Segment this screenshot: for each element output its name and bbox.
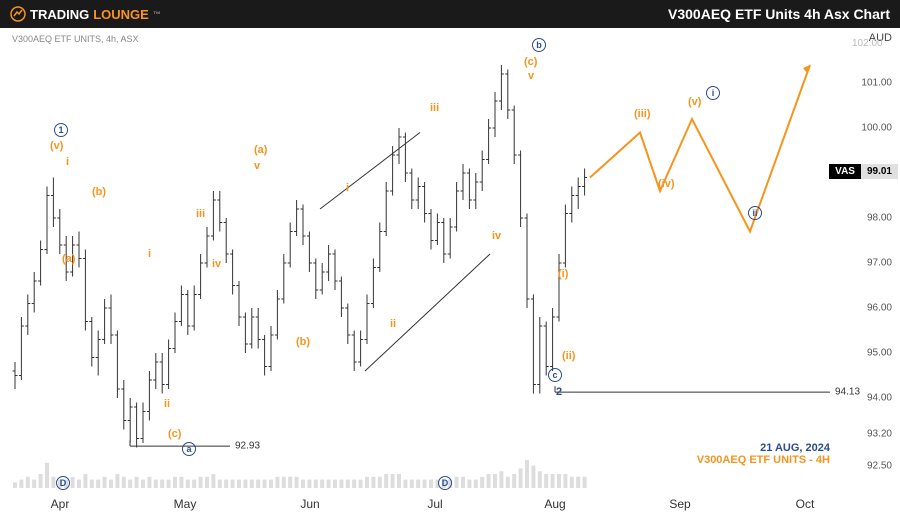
- y-tick: 101.00: [861, 78, 892, 89]
- y-tick: 98.00: [867, 213, 892, 224]
- chart-area: V300AEQ ETF UNITS, 4h, ASX AUD 102.00Apr…: [0, 28, 900, 522]
- price-label: 94.13: [835, 387, 860, 398]
- header: TRADING LOUNGE ™ V300AEQ ETF Units 4h Asx …: [0, 0, 900, 28]
- svg-text:Jul: Jul: [427, 497, 442, 511]
- svg-text:Jun: Jun: [300, 497, 319, 511]
- date-line: 21 AUG, 2024: [697, 442, 830, 454]
- svg-text:Oct: Oct: [796, 497, 815, 511]
- y-tick: 93.20: [867, 429, 892, 440]
- y-tick: 94.00: [867, 393, 892, 404]
- instrument-line: V300AEQ ETF UNITS - 4H: [697, 454, 830, 466]
- price-label: 92.93: [235, 441, 260, 452]
- logo-text-2: LOUNGE: [93, 7, 149, 22]
- ticker-badge: VAS99.01: [829, 164, 898, 179]
- svg-text:May: May: [174, 497, 197, 511]
- ticker-symbol: VAS: [829, 164, 861, 179]
- svg-text:102.00: 102.00: [852, 38, 883, 49]
- ticker-price: 99.01: [861, 164, 898, 179]
- date-block: 21 AUG, 2024V300AEQ ETF UNITS - 4H: [697, 442, 830, 466]
- y-tick: 95.00: [867, 348, 892, 359]
- logo-text-1: TRADING: [30, 7, 89, 22]
- y-tick: 100.00: [861, 123, 892, 134]
- logo-icon: [10, 6, 26, 22]
- y-tick: 92.50: [867, 460, 892, 471]
- logo-tm: ™: [153, 10, 161, 19]
- logo: TRADING LOUNGE ™: [10, 6, 161, 22]
- y-tick: 97.00: [867, 258, 892, 269]
- svg-text:Apr: Apr: [51, 497, 70, 511]
- svg-text:Aug: Aug: [544, 497, 565, 511]
- svg-text:Sep: Sep: [669, 497, 691, 511]
- y-tick: 96.00: [867, 303, 892, 314]
- chart-title: V300AEQ ETF Units 4h Asx Chart: [668, 6, 890, 22]
